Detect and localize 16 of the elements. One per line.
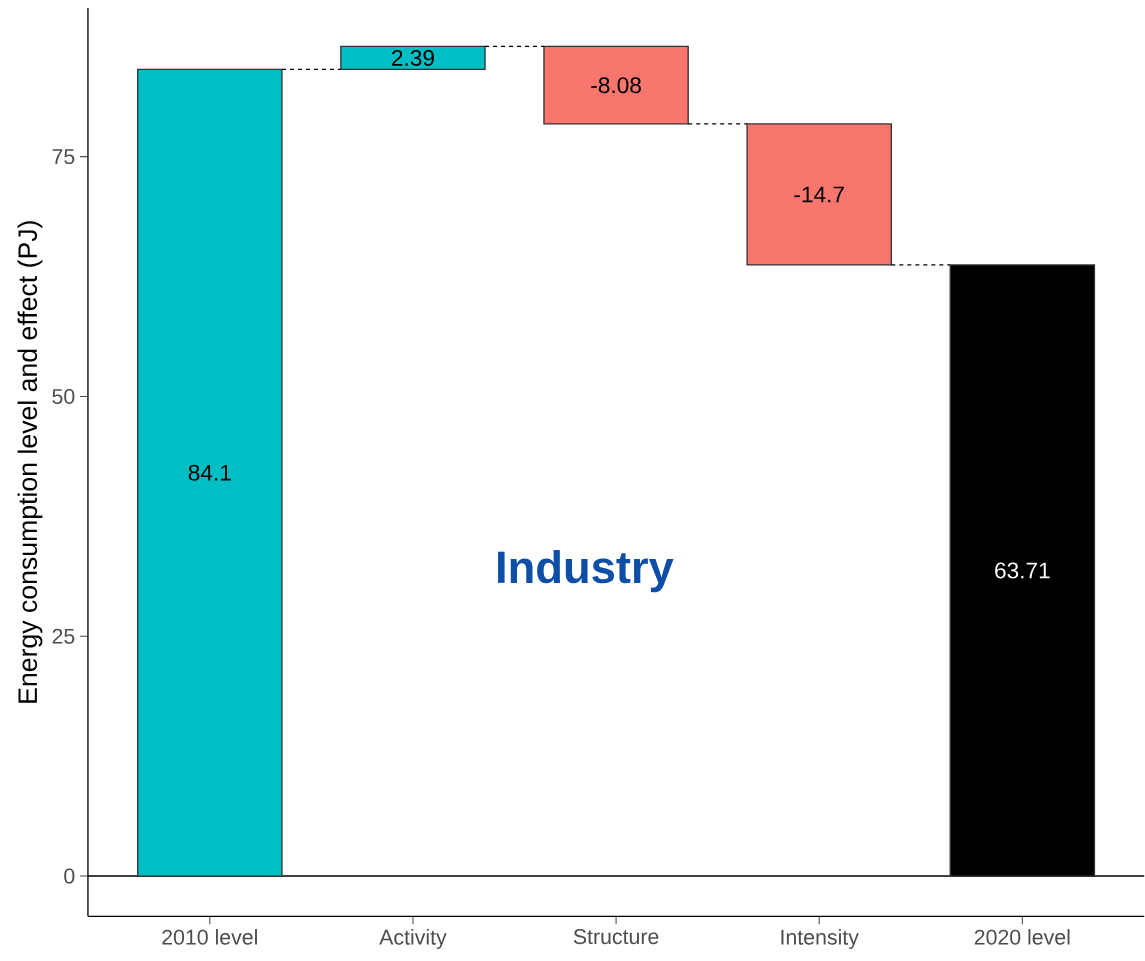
x-tick-label: 2010 level [162, 928, 257, 945]
data-label: -14.7 [794, 186, 844, 203]
x-tick-label: Intensity [781, 928, 859, 949]
y-tick-label: 75 [52, 149, 75, 164]
y-tick-label: 0 [64, 868, 75, 884]
x-tick-label: Activity [379, 928, 447, 949]
y-tick-label: 25 [52, 628, 75, 644]
data-label: 84.1 [188, 464, 231, 481]
text: Industry [498, 549, 674, 593]
y-axis-title: Energy consumption level and effect (PJ) [17, 221, 43, 703]
x-tick-label: 2020 level [974, 928, 1070, 945]
data-label: -8.08 [591, 77, 641, 94]
data-label: 63.71 [995, 562, 1050, 579]
y-tick-label: 50 [52, 388, 75, 404]
x-tick-label: Structure [573, 928, 659, 944]
data-label: 2.39 [392, 49, 434, 66]
